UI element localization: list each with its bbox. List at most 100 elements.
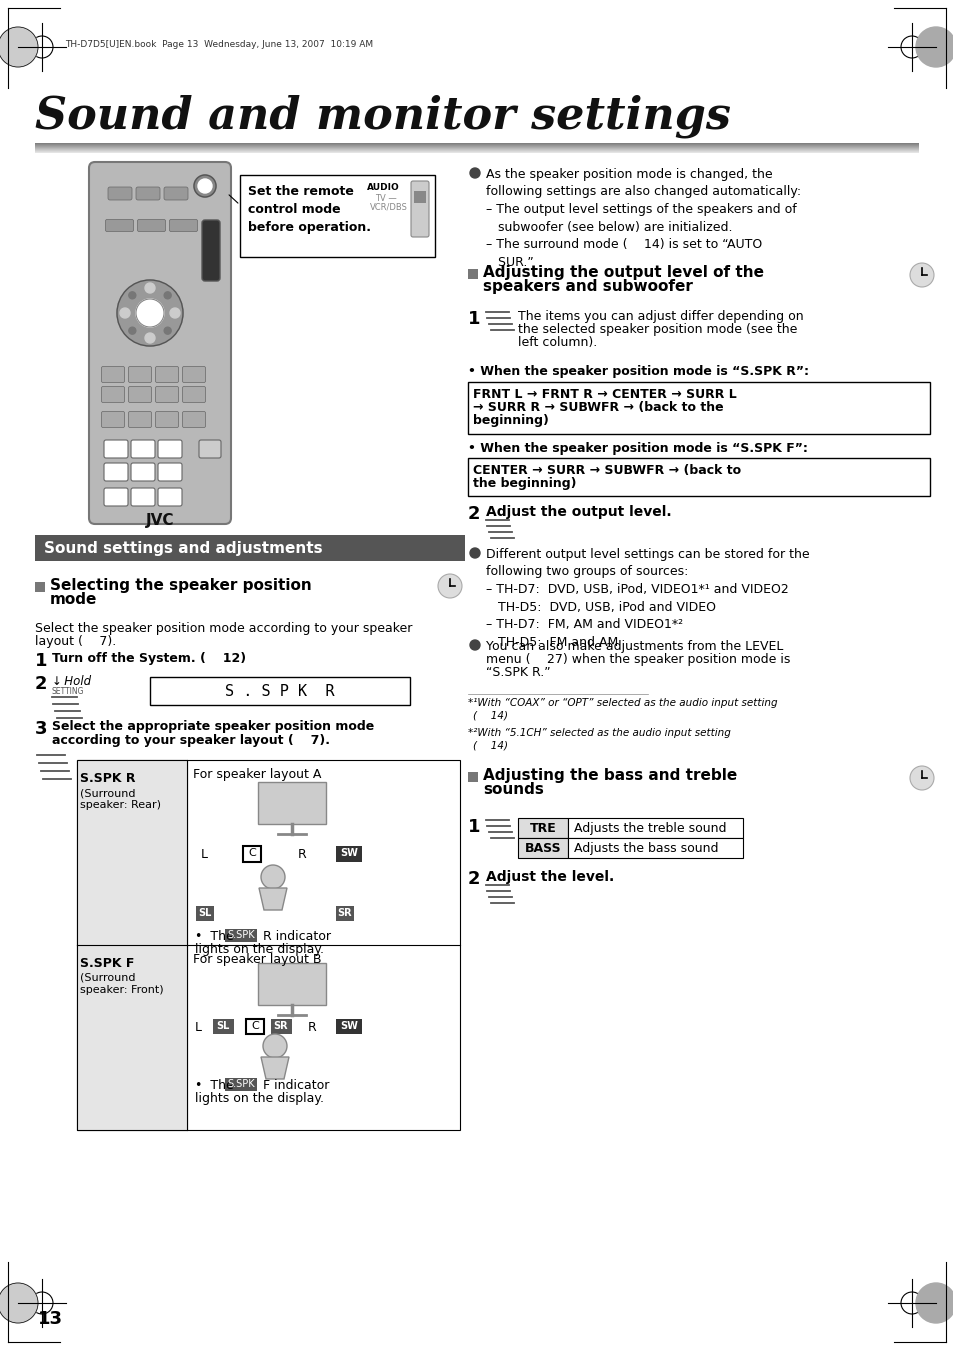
- Circle shape: [117, 279, 183, 346]
- Bar: [567, 818, 742, 838]
- Circle shape: [145, 284, 154, 293]
- Text: Set the remote
control mode
before operation.: Set the remote control mode before opera…: [248, 185, 371, 234]
- FancyBboxPatch shape: [101, 366, 125, 382]
- Text: TV —: TV —: [375, 194, 396, 202]
- Bar: [257, 782, 326, 824]
- Text: 2: 2: [468, 869, 480, 888]
- Text: 3: 3: [35, 720, 48, 738]
- Bar: [335, 906, 354, 921]
- Circle shape: [164, 292, 171, 298]
- Text: BASS: BASS: [524, 842, 560, 855]
- FancyBboxPatch shape: [101, 412, 125, 428]
- Text: *¹With “COAX” or “OPT” selected as the audio input setting: *¹With “COAX” or “OPT” selected as the a…: [468, 698, 777, 707]
- Text: TRE: TRE: [529, 822, 556, 836]
- Text: S.SPK: S.SPK: [227, 930, 254, 940]
- Bar: [77, 760, 187, 1130]
- Text: C: C: [248, 848, 255, 859]
- Text: VCR/DBS: VCR/DBS: [370, 202, 408, 212]
- Bar: [468, 772, 477, 782]
- Text: R: R: [297, 848, 307, 861]
- Text: *²With “5.1CH” selected as the audio input setting: *²With “5.1CH” selected as the audio inp…: [468, 728, 730, 738]
- Text: ↓ Hold: ↓ Hold: [52, 675, 91, 688]
- Text: Sound and monitor settings: Sound and monitor settings: [35, 95, 730, 139]
- FancyBboxPatch shape: [182, 386, 205, 402]
- FancyBboxPatch shape: [129, 386, 152, 402]
- Text: •  The: • The: [194, 1079, 237, 1092]
- FancyBboxPatch shape: [155, 412, 178, 428]
- FancyBboxPatch shape: [155, 386, 178, 402]
- Bar: [271, 1019, 292, 1034]
- Text: according to your speaker layout (   7).: according to your speaker layout ( 7).: [52, 734, 330, 747]
- Text: • When the speaker position mode is “S.SPK R”:: • When the speaker position mode is “S.S…: [468, 364, 808, 378]
- Text: Select the speaker position mode according to your speaker: Select the speaker position mode accordi…: [35, 622, 412, 634]
- FancyBboxPatch shape: [101, 386, 125, 402]
- Text: 1: 1: [35, 652, 48, 670]
- Text: SR: SR: [337, 909, 352, 918]
- Text: 2: 2: [468, 505, 480, 522]
- Text: lights on the display.: lights on the display.: [194, 944, 324, 956]
- Text: Different output level settings can be stored for the
following two groups of so: Different output level settings can be s…: [485, 548, 809, 648]
- Circle shape: [0, 27, 38, 68]
- Text: “S.SPK R.”: “S.SPK R.”: [485, 666, 550, 679]
- Circle shape: [909, 263, 933, 288]
- Text: Adjust the level.: Adjust the level.: [485, 869, 614, 884]
- FancyBboxPatch shape: [411, 181, 429, 238]
- Bar: [35, 582, 45, 593]
- Polygon shape: [261, 1057, 289, 1079]
- Text: SETTING: SETTING: [52, 687, 85, 697]
- Text: SR: SR: [274, 1021, 288, 1031]
- Text: CENTER → SURR → SUBWFR → (back to: CENTER → SURR → SUBWFR → (back to: [473, 464, 740, 477]
- FancyBboxPatch shape: [104, 440, 128, 458]
- Text: 1: 1: [468, 818, 480, 836]
- Bar: [213, 1019, 233, 1034]
- Text: SL: SL: [198, 909, 212, 918]
- FancyBboxPatch shape: [104, 463, 128, 481]
- Text: menu (   27) when the speaker position mode is: menu ( 27) when the speaker position mod…: [485, 653, 789, 666]
- Bar: [77, 760, 187, 1130]
- Text: left column).: left column).: [517, 336, 597, 350]
- FancyBboxPatch shape: [104, 487, 128, 506]
- Text: speaker: Front): speaker: Front): [80, 986, 164, 995]
- Text: AUDIO: AUDIO: [367, 184, 399, 192]
- Text: For speaker layout A: For speaker layout A: [193, 768, 321, 782]
- Text: Selecting the speaker position: Selecting the speaker position: [50, 578, 312, 593]
- Text: lights on the display.: lights on the display.: [194, 1092, 324, 1106]
- Text: the selected speaker position mode (see the: the selected speaker position mode (see …: [517, 323, 797, 336]
- Circle shape: [0, 1282, 38, 1323]
- Text: JVC: JVC: [146, 513, 174, 528]
- Text: → SURR R → SUBWFR → (back to the: → SURR R → SUBWFR → (back to the: [473, 401, 723, 414]
- Text: Adjusts the bass sound: Adjusts the bass sound: [574, 842, 718, 855]
- FancyBboxPatch shape: [202, 220, 220, 281]
- Circle shape: [470, 640, 479, 649]
- Bar: [150, 676, 410, 705]
- Bar: [257, 963, 326, 1004]
- Bar: [517, 838, 567, 859]
- Circle shape: [915, 27, 953, 68]
- Text: SL: SL: [216, 1021, 230, 1031]
- Text: sounds: sounds: [482, 782, 543, 796]
- Text: beginning): beginning): [473, 414, 548, 427]
- Text: 1: 1: [468, 310, 480, 328]
- Text: S . S P K  R: S . S P K R: [225, 684, 335, 699]
- Text: As the speaker position mode is changed, the
following settings are also changed: As the speaker position mode is changed,…: [485, 167, 801, 269]
- Text: S.SPK R: S.SPK R: [80, 772, 135, 784]
- Text: (Surround: (Surround: [80, 973, 135, 983]
- Text: 2: 2: [35, 675, 48, 693]
- Text: R indicator: R indicator: [258, 930, 331, 944]
- Text: 13: 13: [38, 1310, 63, 1328]
- Text: FRNT L → FRNT R → CENTER → SURR L: FRNT L → FRNT R → CENTER → SURR L: [473, 387, 736, 401]
- FancyBboxPatch shape: [131, 440, 154, 458]
- Bar: [468, 458, 929, 495]
- Circle shape: [145, 333, 154, 343]
- Circle shape: [915, 1282, 953, 1323]
- Text: You can also make adjustments from the LEVEL: You can also make adjustments from the L…: [485, 640, 782, 653]
- Text: Adjust the output level.: Adjust the output level.: [485, 505, 671, 518]
- Text: SW: SW: [339, 848, 357, 859]
- Text: SW: SW: [339, 1021, 357, 1031]
- Text: Sound settings and adjustments: Sound settings and adjustments: [44, 541, 322, 556]
- Text: speakers and subwoofer: speakers and subwoofer: [482, 279, 692, 294]
- Text: Turn off the System. (   12): Turn off the System. ( 12): [52, 652, 246, 666]
- Text: S.SPK F: S.SPK F: [80, 957, 134, 971]
- Text: Adjusting the bass and treble: Adjusting the bass and treble: [482, 768, 737, 783]
- FancyBboxPatch shape: [108, 188, 132, 200]
